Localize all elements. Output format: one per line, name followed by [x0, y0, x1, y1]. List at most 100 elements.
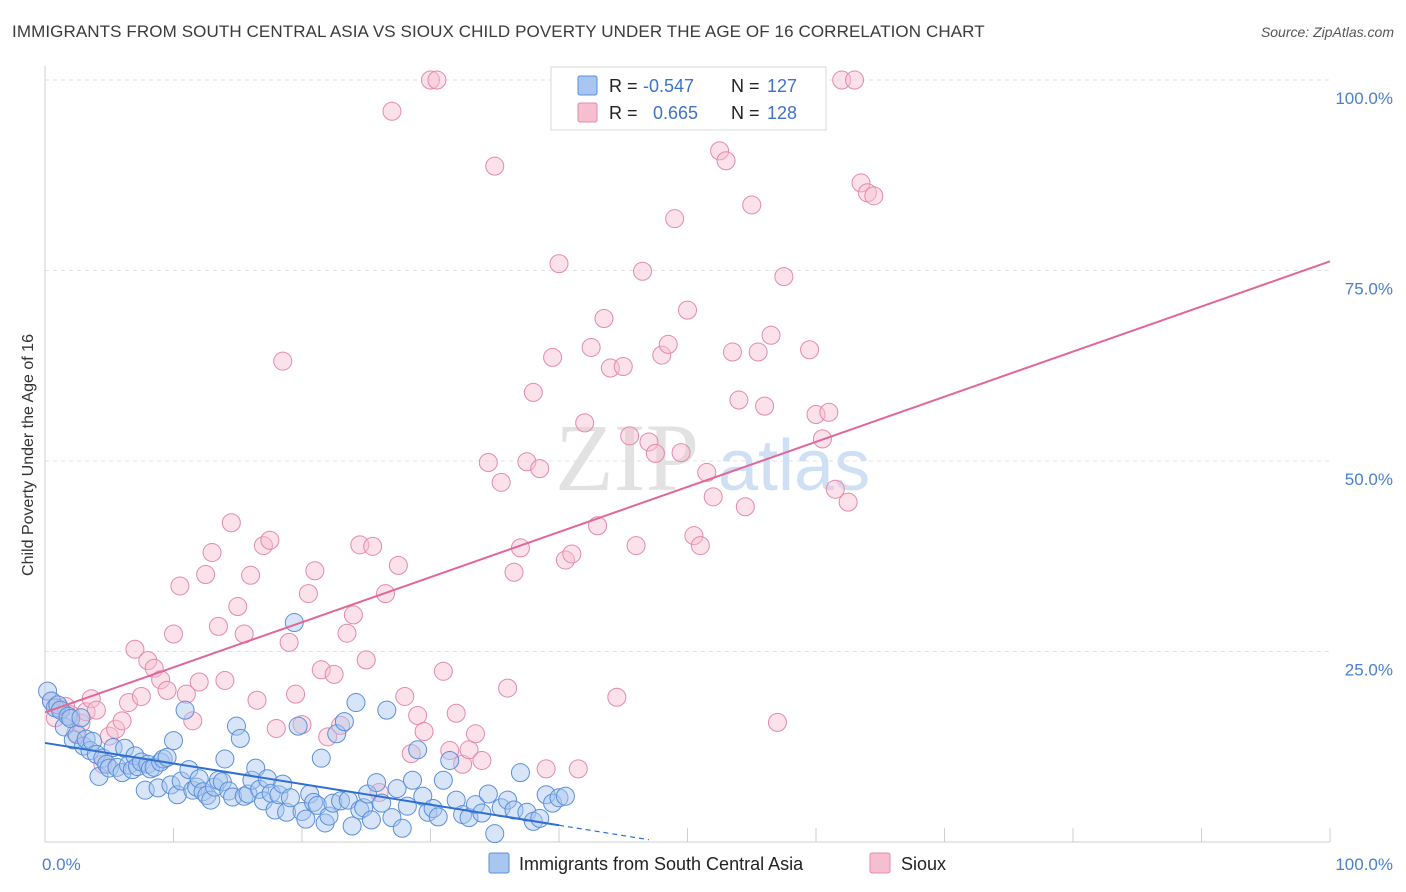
immigrants-point-85: [342, 816, 362, 836]
sioux-point-105: [703, 487, 723, 507]
sioux-point-16: [131, 686, 151, 706]
sioux-point-25: [189, 672, 209, 692]
immigrants-point-53: [219, 781, 239, 801]
sioux-point-104: [697, 462, 717, 482]
sioux-point-97: [652, 345, 672, 365]
immigrants-point-86: [346, 693, 366, 713]
sioux-point-91: [613, 357, 633, 377]
legend: R = -0.547 N = 127 R = 0.665 N = 128: [550, 66, 827, 131]
immigrants-point-123: [555, 786, 575, 806]
immigrants-point-71: [288, 716, 308, 736]
axes: [44, 66, 1331, 843]
sioux-point-112: [748, 342, 768, 362]
immigrants-point-79: [319, 806, 339, 826]
sioux-point-120: [800, 340, 820, 360]
sioux-point-17: [138, 651, 158, 671]
sioux-point-70: [478, 453, 498, 473]
immigrants-point-77: [311, 748, 331, 768]
sioux-point-40: [286, 684, 306, 704]
watermark-zip: ZIP: [555, 404, 699, 511]
immigrants-point-69: [280, 788, 300, 808]
chart-title: IMMIGRANTS FROM SOUTH CENTRAL ASIA VS SI…: [12, 22, 985, 41]
legend-r-value-2: 0.665: [653, 103, 698, 123]
immigrants-point-92: [372, 793, 392, 813]
sioux-point-22: [170, 576, 190, 596]
sioux-point-28: [208, 616, 228, 636]
immigrants-trend-line: [44, 741, 560, 827]
sioux-point-46: [324, 664, 344, 684]
sioux-point-84: [568, 759, 588, 779]
sioux-point-74: [504, 562, 524, 582]
sioux-point-108: [722, 342, 742, 362]
immigrants-point-111: [478, 784, 498, 804]
sioux-point-26: [196, 565, 216, 585]
legend-r-label-2: R =: [609, 103, 638, 123]
immigrants-point-112: [485, 824, 505, 844]
sioux-point-51: [356, 650, 376, 670]
sioux-point-83: [562, 544, 582, 564]
immigrants-point-73: [296, 809, 316, 829]
sioux-point-20: [157, 680, 177, 700]
immigrants-point-33: [148, 778, 168, 798]
sioux-point-92: [620, 426, 640, 446]
sioux-point-126: [838, 492, 858, 512]
immigrants-point-114: [498, 790, 518, 810]
immigrants-point-0: [38, 681, 58, 701]
sioux-point-103: [690, 536, 710, 556]
sioux-point-31: [228, 597, 248, 617]
immigrants-point-55: [226, 716, 246, 736]
immigrants-point-56: [230, 728, 250, 748]
sioux-point-114: [761, 325, 781, 345]
immigrants-point-41: [175, 700, 195, 720]
immigrants-point-66: [269, 785, 289, 805]
sioux-point-19: [151, 670, 171, 690]
immigrants-point-116: [510, 763, 530, 783]
immigrants-point-119: [530, 808, 550, 828]
sioux-point-79: [536, 759, 556, 779]
immigrants-point-81: [327, 724, 347, 744]
sioux-point-55: [382, 101, 402, 121]
sioux-point-124: [825, 479, 845, 499]
sioux-point-44: [311, 660, 331, 680]
trend-lines: [44, 260, 1331, 841]
sioux-point-49: [343, 605, 363, 625]
sioux-point-23: [176, 684, 196, 704]
sioux-point-67: [459, 740, 479, 760]
immigrants-point-99: [408, 740, 428, 760]
immigrants-point-37: [161, 775, 181, 795]
sioux-point-13: [112, 711, 132, 731]
immigrants-point-46: [193, 782, 213, 802]
immigrants-point-82: [331, 791, 351, 811]
immigrants-point-52: [215, 749, 235, 769]
immigrants-point-65: [265, 800, 285, 820]
sioux-point-81: [549, 254, 569, 274]
sioux-point-130: [864, 186, 884, 206]
sioux-point-94: [633, 261, 653, 281]
sioux-point-71: [485, 156, 505, 176]
legend-n-label-2: N =: [731, 103, 760, 123]
immigrants-point-45: [189, 769, 209, 789]
sioux-point-33: [241, 565, 261, 585]
sioux-point-99: [665, 209, 685, 229]
sioux-trend-line: [44, 260, 1331, 714]
source-label: Source: ZipAtlas.com: [1260, 24, 1394, 40]
sioux-point-107: [716, 151, 736, 171]
bottom-legend-swatch-sioux: [869, 852, 891, 874]
legend-swatch-sioux: [577, 102, 598, 123]
sioux-point-21: [164, 624, 183, 644]
immigrants-point-48: [201, 790, 221, 810]
legend-n-label-1: N =: [731, 76, 760, 96]
sioux-point-77: [523, 382, 543, 402]
sioux-point-90: [607, 687, 627, 707]
x-tick-100: 100.0%: [1335, 855, 1393, 874]
sioux-point-96: [645, 443, 665, 463]
y-axis-label: Child Poverty Under the Age of 16: [20, 334, 37, 576]
sioux-point-9: [86, 700, 106, 720]
sioux-point-106: [710, 141, 730, 161]
immigrants-point-91: [367, 773, 387, 793]
sioux-point-24: [183, 711, 203, 731]
sioux-point-86: [581, 337, 601, 357]
immigrants-point-83: [334, 712, 354, 732]
sioux-point-43: [305, 561, 325, 581]
immigrants-point-16: [89, 766, 109, 786]
